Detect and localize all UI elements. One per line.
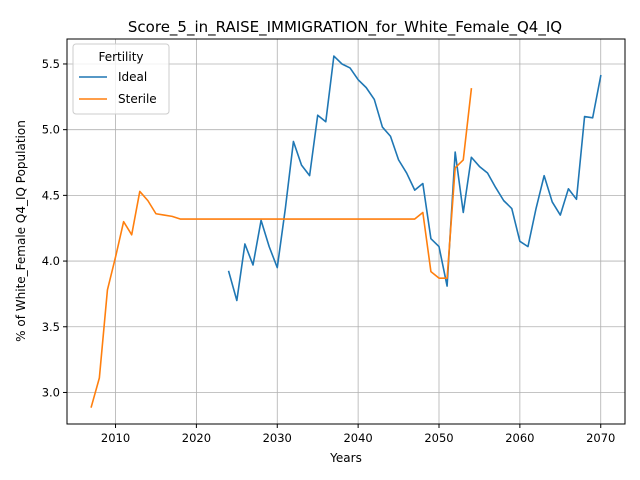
- x-axis-label: Years: [329, 451, 362, 465]
- series-line-ideal: [227, 55, 602, 302]
- y-tick-label: 5.0: [42, 123, 60, 137]
- x-tick-label: 2050: [424, 431, 453, 445]
- chart-title: Score_5_in_RAISE_IMMIGRATION_for_White_F…: [128, 18, 562, 37]
- y-tick-label: 5.5: [42, 57, 60, 71]
- legend-label-ideal: Ideal: [118, 70, 147, 84]
- y-tick-label: 4.0: [42, 254, 60, 268]
- series-layer: [90, 55, 602, 408]
- axis-ticks: 2010 2020 2030 2040 2050 2060 2070 3.0 3.5 4.0 4.5…: [42, 57, 616, 445]
- x-tick-label: 2020: [182, 431, 211, 445]
- y-tick-label: 4.5: [42, 188, 60, 202]
- plot-frame: [66, 38, 626, 425]
- x-tick-label: 2030: [263, 431, 292, 445]
- legend: Fertility Ideal Sterile: [72, 43, 170, 115]
- x-tick-label: 2070: [586, 431, 615, 445]
- x-tick-label: 2040: [343, 431, 372, 445]
- legend-box: [72, 43, 170, 115]
- x-tick-label: 2010: [101, 431, 130, 445]
- legend-title: Fertility: [98, 50, 143, 64]
- y-tick-label: 3.5: [42, 320, 60, 334]
- legend-label-sterile: Sterile: [118, 92, 157, 106]
- y-axis-label: % of White_Female Q4_IQ Population: [14, 120, 28, 342]
- x-tick-label: 2060: [505, 431, 534, 445]
- y-tick-label: 3.0: [42, 385, 60, 399]
- series-line-sterile: [90, 88, 473, 408]
- grid-lines: [67, 39, 625, 424]
